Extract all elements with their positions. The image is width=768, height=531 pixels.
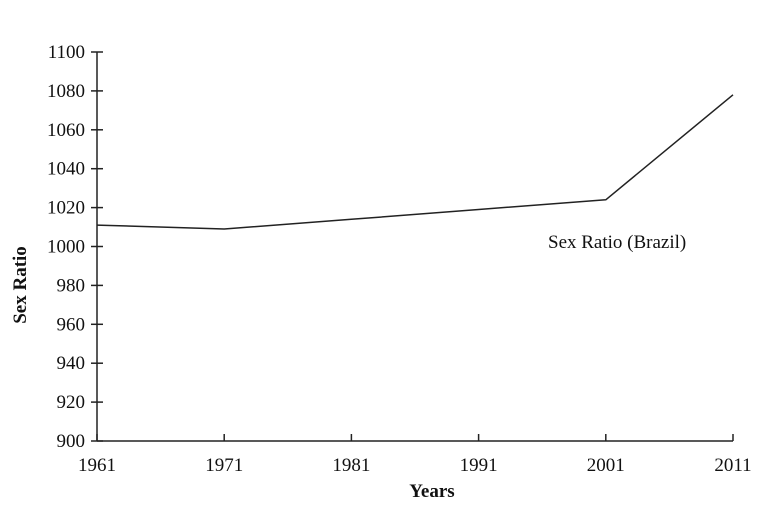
x-tick-label: 1971 [205,455,243,476]
x-tick-label: 1991 [460,455,498,476]
y-axis-title: Sex Ratio [10,246,31,324]
x-axis: 1961 1971 1981 1991 2001 2011 [78,434,752,476]
series-line [96,94,734,230]
y-tick-label: 940 [57,353,86,374]
x-tick-label: 1981 [332,455,370,476]
x-tick-label: 2011 [714,455,751,476]
y-tick-label: 1080 [47,81,85,102]
y-tick-label: 960 [57,314,86,335]
y-axis: 900 920 940 960 980 1000 1020 1040 1060 1080 1100 [47,42,103,452]
y-tick-label: 900 [57,431,86,452]
y-tick-label: 1040 [47,159,85,180]
y-tick-label: 1100 [48,42,85,63]
x-tick-label: 2001 [587,455,625,476]
y-tick-label: 1020 [47,198,85,219]
series-group [96,94,734,230]
x-tick-label: 1961 [78,455,116,476]
series-annotation-label: Sex Ratio (Brazil) [548,232,686,253]
y-tick-label: 980 [57,275,86,296]
y-tick-label: 1000 [47,237,85,258]
y-tick-label: 920 [57,392,86,413]
x-axis-title: Years [409,481,454,502]
y-tick-label: 1060 [47,120,85,141]
